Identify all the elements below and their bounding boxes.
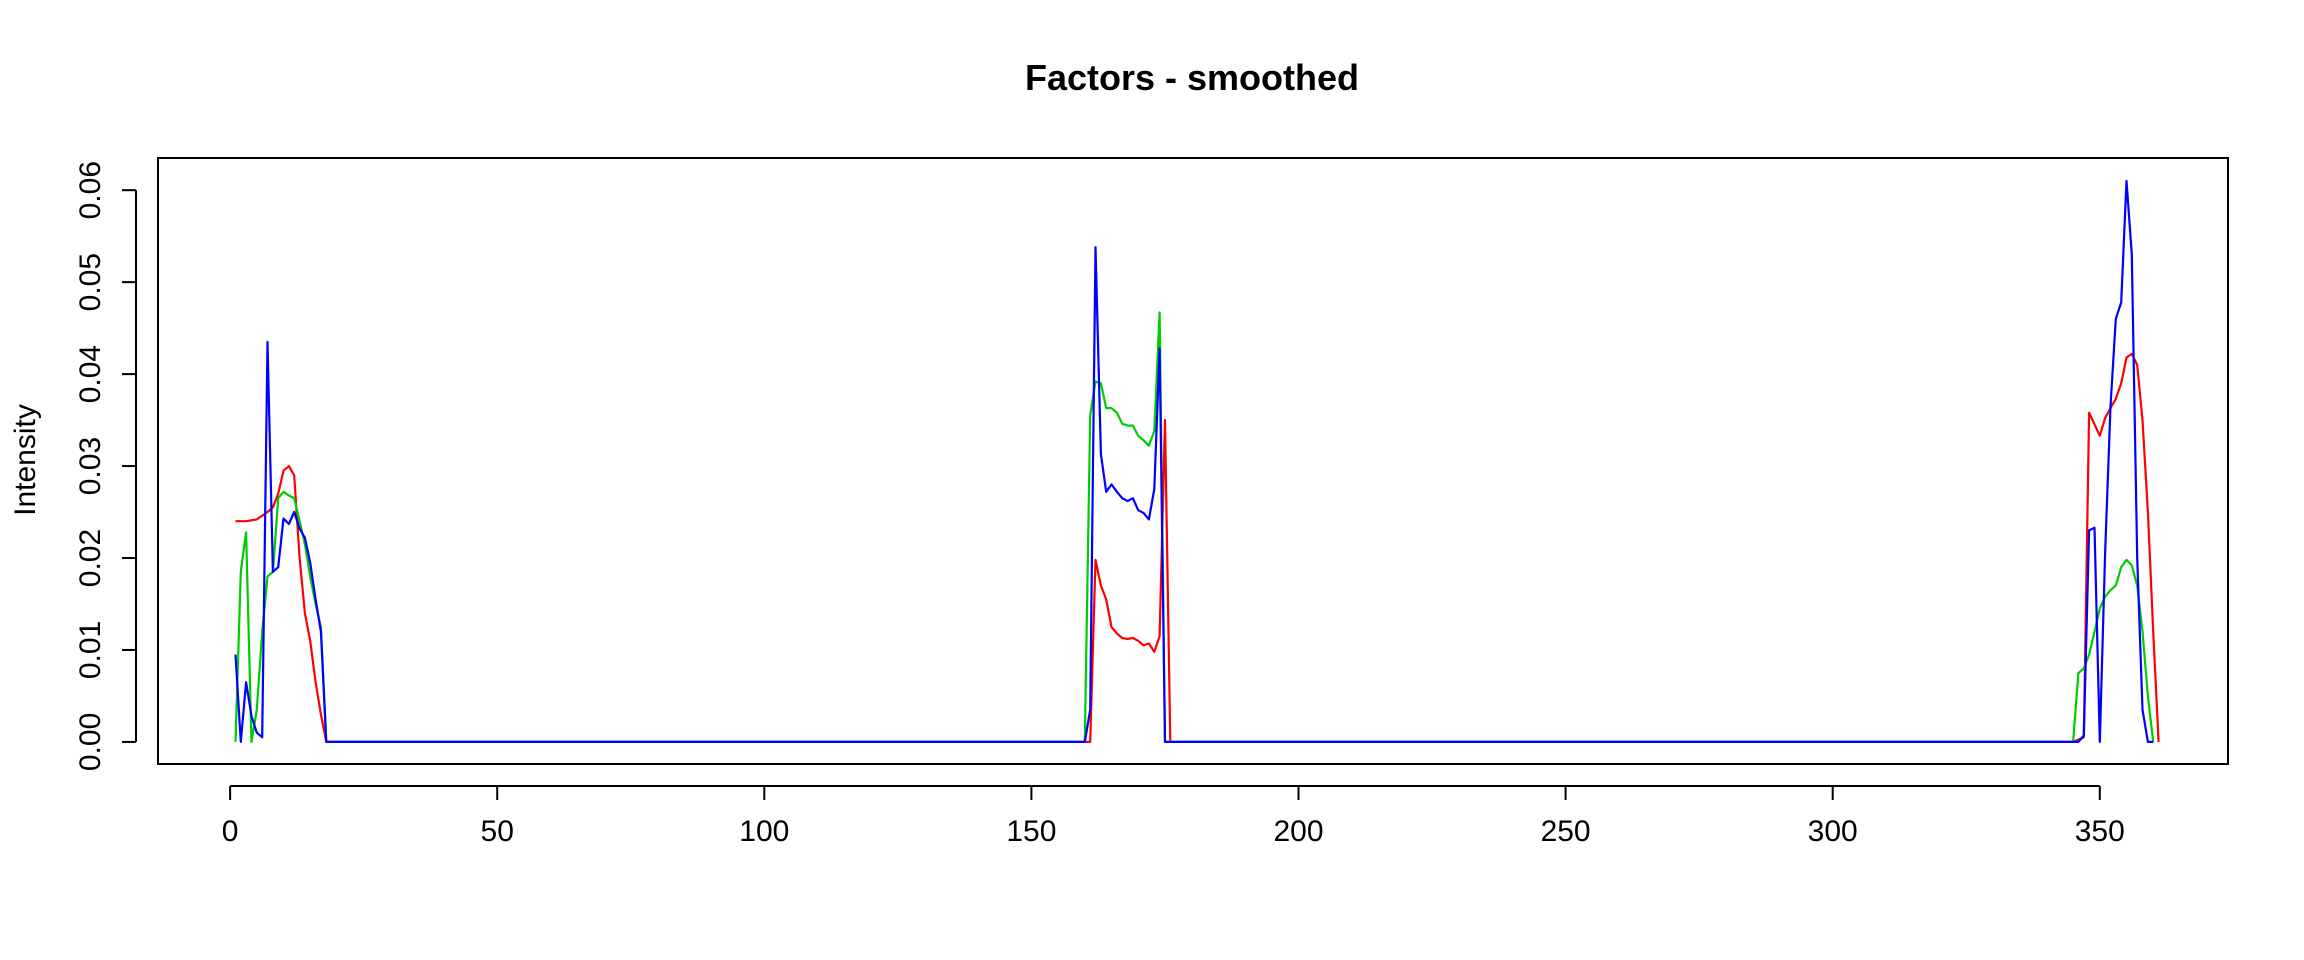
x-tick-label: 200: [1273, 815, 1323, 848]
y-tick-label: 0.06: [74, 161, 107, 219]
x-tick-label: 150: [1006, 815, 1056, 848]
x-tick-label: 50: [481, 815, 514, 848]
series-group: [234, 179, 2160, 743]
y-axis-label: Intensity: [9, 404, 42, 516]
series-line-2: [234, 311, 2155, 743]
x-tick-label: 100: [739, 815, 789, 848]
x-tick-label: 250: [1541, 815, 1591, 848]
y-tick-label: 0.04: [74, 345, 107, 403]
y-tick-label: 0.01: [74, 621, 107, 679]
x-tick-label: 0: [222, 815, 239, 848]
series-line-1: [235, 352, 2160, 743]
x-tick-label: 300: [1808, 815, 1858, 848]
plot-frame: [157, 157, 2229, 765]
y-tick-label: 0.02: [74, 529, 107, 587]
chart-title: Factors - smoothed: [1025, 57, 1359, 98]
y-tick-label: 0.00: [74, 713, 107, 771]
x-tick-label: 350: [2075, 815, 2125, 848]
y-tick-label: 0.03: [74, 437, 107, 495]
y-tick-label: 0.05: [74, 253, 107, 311]
y-axis: 0.00 0.01 0.02 0.03 0.04 0.05 0.06: [74, 161, 137, 771]
series-line-3: [234, 179, 2154, 743]
x-axis: 0 50 100 150 200 250 300 350: [222, 785, 2125, 848]
